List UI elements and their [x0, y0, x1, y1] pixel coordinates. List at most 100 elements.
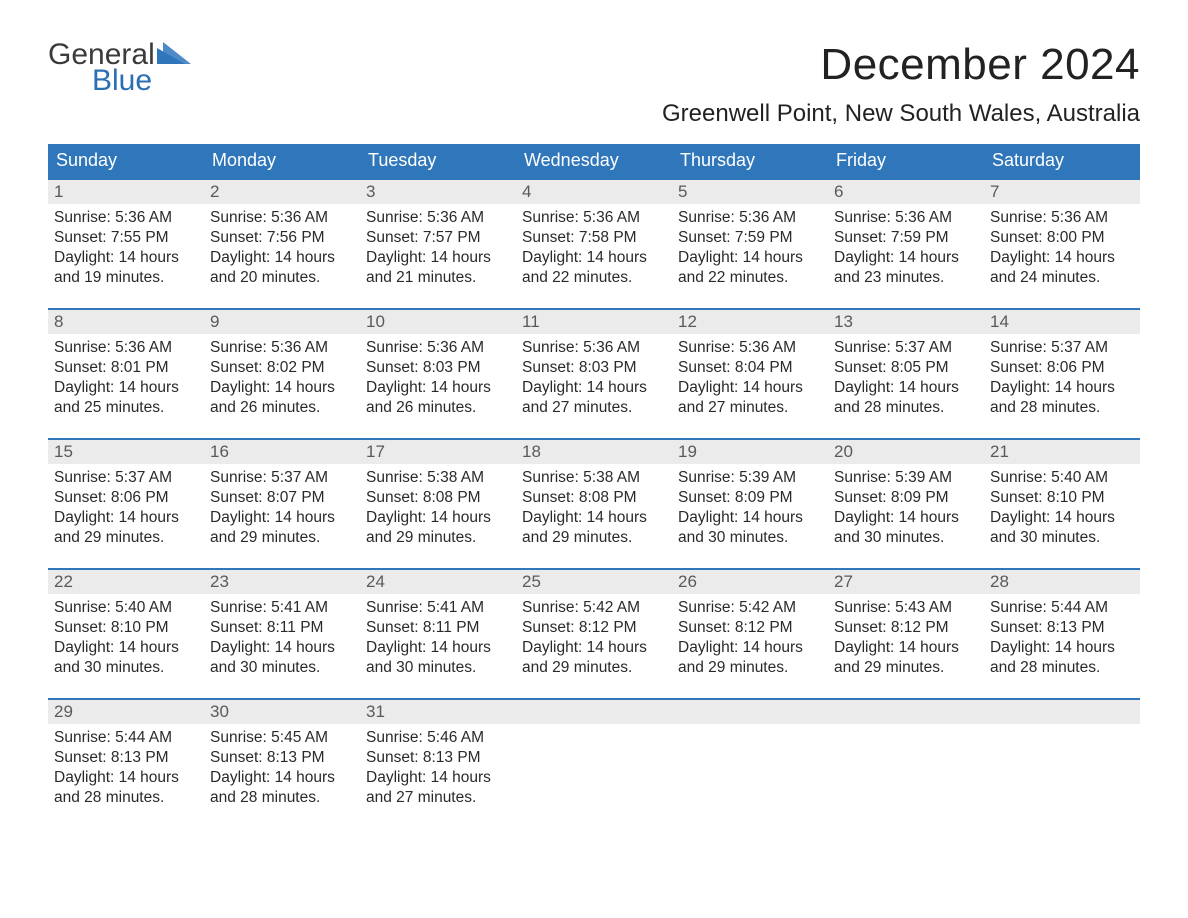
daylight-text-1: Daylight: 14 hours [210, 248, 354, 268]
day-number [828, 700, 984, 724]
day-cell [984, 724, 1140, 828]
day-number: 24 [360, 570, 516, 594]
sunrise-text: Sunrise: 5:37 AM [210, 468, 354, 488]
day-number: 22 [48, 570, 204, 594]
day-number: 23 [204, 570, 360, 594]
day-cell [828, 724, 984, 828]
sunset-text: Sunset: 7:55 PM [54, 228, 198, 248]
week-row: 891011121314Sunrise: 5:36 AMSunset: 8:01… [48, 308, 1140, 438]
sunset-text: Sunset: 7:58 PM [522, 228, 666, 248]
week-row: 293031Sunrise: 5:44 AMSunset: 8:13 PMDay… [48, 698, 1140, 828]
day-cell: Sunrise: 5:39 AMSunset: 8:09 PMDaylight:… [828, 464, 984, 568]
sunset-text: Sunset: 8:03 PM [522, 358, 666, 378]
daylight-text-1: Daylight: 14 hours [678, 248, 822, 268]
daylight-text-1: Daylight: 14 hours [54, 768, 198, 788]
daylight-text-2: and 29 minutes. [678, 658, 822, 678]
day-header: Friday [828, 144, 984, 178]
sunset-text: Sunset: 7:56 PM [210, 228, 354, 248]
day-cell: Sunrise: 5:36 AMSunset: 8:02 PMDaylight:… [204, 334, 360, 438]
day-number: 21 [984, 440, 1140, 464]
day-number: 17 [360, 440, 516, 464]
day-header-row: Sunday Monday Tuesday Wednesday Thursday… [48, 144, 1140, 178]
calendar: Sunday Monday Tuesday Wednesday Thursday… [48, 144, 1140, 828]
day-number: 1 [48, 180, 204, 204]
day-cell: Sunrise: 5:40 AMSunset: 8:10 PMDaylight:… [984, 464, 1140, 568]
day-number: 30 [204, 700, 360, 724]
daylight-text-1: Daylight: 14 hours [522, 508, 666, 528]
daylight-text-1: Daylight: 14 hours [210, 638, 354, 658]
day-number: 19 [672, 440, 828, 464]
location: Greenwell Point, New South Wales, Austra… [662, 100, 1140, 128]
sunrise-text: Sunrise: 5:39 AM [834, 468, 978, 488]
sunrise-text: Sunrise: 5:44 AM [990, 598, 1134, 618]
daylight-text-1: Daylight: 14 hours [834, 508, 978, 528]
daylight-text-1: Daylight: 14 hours [834, 378, 978, 398]
day-cell: Sunrise: 5:37 AMSunset: 8:06 PMDaylight:… [984, 334, 1140, 438]
week-row: 1234567Sunrise: 5:36 AMSunset: 7:55 PMDa… [48, 178, 1140, 308]
daylight-text-2: and 26 minutes. [210, 398, 354, 418]
day-number: 2 [204, 180, 360, 204]
daylight-text-2: and 30 minutes. [678, 528, 822, 548]
day-cell: Sunrise: 5:36 AMSunset: 7:55 PMDaylight:… [48, 204, 204, 308]
sunrise-text: Sunrise: 5:46 AM [366, 728, 510, 748]
day-number: 28 [984, 570, 1140, 594]
daybody-row: Sunrise: 5:44 AMSunset: 8:13 PMDaylight:… [48, 724, 1140, 828]
sunrise-text: Sunrise: 5:36 AM [366, 338, 510, 358]
day-cell: Sunrise: 5:43 AMSunset: 8:12 PMDaylight:… [828, 594, 984, 698]
sunrise-text: Sunrise: 5:36 AM [522, 338, 666, 358]
sunrise-text: Sunrise: 5:36 AM [54, 208, 198, 228]
day-cell: Sunrise: 5:36 AMSunset: 7:57 PMDaylight:… [360, 204, 516, 308]
daybody-row: Sunrise: 5:40 AMSunset: 8:10 PMDaylight:… [48, 594, 1140, 698]
daylight-text-2: and 21 minutes. [366, 268, 510, 288]
sunset-text: Sunset: 8:06 PM [54, 488, 198, 508]
daylight-text-2: and 28 minutes. [210, 788, 354, 808]
sunset-text: Sunset: 8:12 PM [678, 618, 822, 638]
sunset-text: Sunset: 8:09 PM [834, 488, 978, 508]
sunset-text: Sunset: 8:11 PM [210, 618, 354, 638]
day-number: 27 [828, 570, 984, 594]
daylight-text-2: and 29 minutes. [210, 528, 354, 548]
daynum-row: 15161718192021 [48, 440, 1140, 464]
day-cell: Sunrise: 5:42 AMSunset: 8:12 PMDaylight:… [516, 594, 672, 698]
day-cell: Sunrise: 5:42 AMSunset: 8:12 PMDaylight:… [672, 594, 828, 698]
sunrise-text: Sunrise: 5:40 AM [54, 598, 198, 618]
sunrise-text: Sunrise: 5:42 AM [678, 598, 822, 618]
day-cell [672, 724, 828, 828]
day-cell: Sunrise: 5:44 AMSunset: 8:13 PMDaylight:… [984, 594, 1140, 698]
sunrise-text: Sunrise: 5:36 AM [834, 208, 978, 228]
daylight-text-1: Daylight: 14 hours [990, 638, 1134, 658]
day-number [516, 700, 672, 724]
day-cell: Sunrise: 5:41 AMSunset: 8:11 PMDaylight:… [360, 594, 516, 698]
daylight-text-2: and 27 minutes. [366, 788, 510, 808]
day-header: Monday [204, 144, 360, 178]
daylight-text-1: Daylight: 14 hours [54, 248, 198, 268]
sunset-text: Sunset: 8:08 PM [366, 488, 510, 508]
sunset-text: Sunset: 8:00 PM [990, 228, 1134, 248]
day-cell: Sunrise: 5:38 AMSunset: 8:08 PMDaylight:… [360, 464, 516, 568]
day-number: 26 [672, 570, 828, 594]
day-number: 16 [204, 440, 360, 464]
day-cell: Sunrise: 5:36 AMSunset: 8:00 PMDaylight:… [984, 204, 1140, 308]
sunset-text: Sunset: 8:03 PM [366, 358, 510, 378]
day-number: 14 [984, 310, 1140, 334]
day-header: Wednesday [516, 144, 672, 178]
sunrise-text: Sunrise: 5:45 AM [210, 728, 354, 748]
day-header: Saturday [984, 144, 1140, 178]
day-cell: Sunrise: 5:41 AMSunset: 8:11 PMDaylight:… [204, 594, 360, 698]
sunset-text: Sunset: 7:57 PM [366, 228, 510, 248]
sunset-text: Sunset: 8:13 PM [54, 748, 198, 768]
daylight-text-2: and 27 minutes. [522, 398, 666, 418]
sunrise-text: Sunrise: 5:36 AM [54, 338, 198, 358]
sunrise-text: Sunrise: 5:36 AM [522, 208, 666, 228]
day-cell: Sunrise: 5:37 AMSunset: 8:07 PMDaylight:… [204, 464, 360, 568]
day-cell [516, 724, 672, 828]
day-cell: Sunrise: 5:44 AMSunset: 8:13 PMDaylight:… [48, 724, 204, 828]
day-number: 29 [48, 700, 204, 724]
daylight-text-2: and 30 minutes. [834, 528, 978, 548]
sunrise-text: Sunrise: 5:39 AM [678, 468, 822, 488]
day-number: 18 [516, 440, 672, 464]
day-header: Sunday [48, 144, 204, 178]
daylight-text-1: Daylight: 14 hours [678, 508, 822, 528]
day-header: Tuesday [360, 144, 516, 178]
daylight-text-1: Daylight: 14 hours [366, 508, 510, 528]
